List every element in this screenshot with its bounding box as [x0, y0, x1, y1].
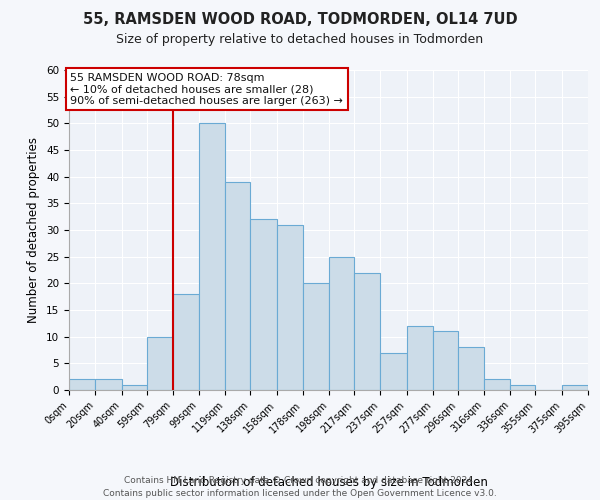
- Bar: [354, 272, 380, 390]
- Bar: [433, 332, 458, 390]
- Bar: [562, 384, 588, 390]
- Text: Contains HM Land Registry data © Crown copyright and database right 2024.: Contains HM Land Registry data © Crown c…: [124, 476, 476, 485]
- Bar: [146, 336, 173, 390]
- Bar: [69, 380, 95, 390]
- Bar: [173, 294, 199, 390]
- Bar: [226, 182, 250, 390]
- Text: Contains public sector information licensed under the Open Government Licence v3: Contains public sector information licen…: [103, 489, 497, 498]
- Text: 55, RAMSDEN WOOD ROAD, TODMORDEN, OL14 7UD: 55, RAMSDEN WOOD ROAD, TODMORDEN, OL14 7…: [83, 12, 517, 28]
- Text: Size of property relative to detached houses in Todmorden: Size of property relative to detached ho…: [116, 32, 484, 46]
- Bar: [250, 220, 277, 390]
- Bar: [407, 326, 433, 390]
- Bar: [277, 224, 303, 390]
- Bar: [588, 384, 600, 390]
- Bar: [511, 384, 535, 390]
- Bar: [380, 352, 407, 390]
- Bar: [484, 380, 511, 390]
- Bar: [95, 380, 122, 390]
- Text: 55 RAMSDEN WOOD ROAD: 78sqm
← 10% of detached houses are smaller (28)
90% of sem: 55 RAMSDEN WOOD ROAD: 78sqm ← 10% of det…: [70, 72, 343, 106]
- Bar: [199, 124, 226, 390]
- Bar: [303, 284, 329, 390]
- Y-axis label: Number of detached properties: Number of detached properties: [28, 137, 40, 323]
- X-axis label: Distribution of detached houses by size in Todmorden: Distribution of detached houses by size …: [170, 476, 487, 490]
- Bar: [458, 348, 484, 390]
- Bar: [329, 256, 354, 390]
- Bar: [122, 384, 146, 390]
